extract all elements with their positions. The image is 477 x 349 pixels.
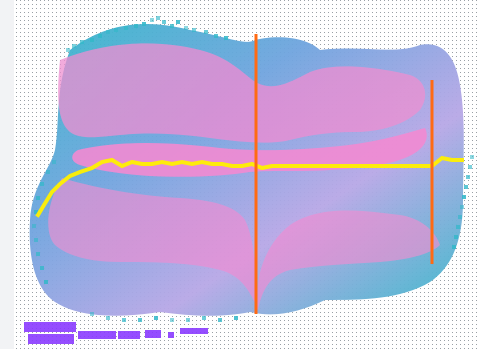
fringe-pixel — [464, 185, 468, 189]
fringe-pixel — [184, 26, 188, 30]
purple-segment — [145, 330, 161, 338]
fringe-pixel — [134, 24, 138, 28]
fringe-pixel — [176, 20, 180, 24]
purple-segment — [78, 331, 116, 339]
fringe-pixel — [44, 280, 48, 284]
fringe-pixel — [170, 24, 174, 28]
teal-fringe-pixels — [32, 16, 474, 322]
fringe-pixel — [66, 48, 70, 52]
fringe-pixel — [106, 30, 110, 34]
fringe-pixel — [114, 28, 118, 32]
purple-segment — [118, 331, 140, 339]
fringe-pixel — [462, 195, 466, 199]
fringe-pixel — [40, 182, 44, 186]
yellow-trace-line — [35, 155, 464, 218]
fringe-pixel — [142, 22, 146, 26]
fringe-pixel — [36, 196, 40, 200]
fringe-pixel — [460, 205, 464, 209]
fringe-pixel — [458, 215, 462, 219]
pink-region-lower — [48, 178, 440, 310]
purple-segment — [24, 322, 76, 332]
fringe-pixel — [204, 30, 208, 34]
fringe-pixel — [36, 252, 40, 256]
fringe-pixel — [214, 34, 218, 38]
purple-bottom-segments — [24, 322, 208, 344]
fringe-pixel — [72, 44, 76, 48]
fringe-pixel — [32, 224, 36, 228]
fringe-pixel — [456, 225, 460, 229]
fringe-pixel — [234, 316, 238, 320]
fringe-pixel — [154, 316, 158, 320]
purple-segment — [180, 328, 208, 334]
fringe-pixel — [218, 318, 222, 322]
fringe-pixel — [80, 40, 84, 44]
fringe-pixel — [90, 38, 94, 42]
fringe-pixel — [52, 160, 56, 164]
fringe-pixel — [124, 26, 128, 30]
fringe-pixel — [122, 318, 126, 322]
purple-segment — [28, 334, 74, 344]
fringe-pixel — [466, 175, 470, 179]
fringe-pixel — [40, 266, 44, 270]
fringe-pixel — [170, 318, 174, 322]
fringe-pixel — [150, 18, 154, 22]
fringe-pixel — [224, 36, 228, 40]
fringe-pixel — [468, 165, 472, 169]
fringe-pixel — [192, 28, 196, 32]
fringe-pixel — [90, 312, 94, 316]
fringe-pixel — [46, 170, 50, 174]
fringe-pixel — [186, 318, 190, 322]
fringe-pixel — [34, 210, 38, 214]
fringe-pixel — [98, 34, 102, 38]
fringe-pixel — [452, 245, 456, 249]
pink-region-upper — [58, 43, 426, 143]
fringe-pixel — [156, 16, 160, 20]
fringe-pixel — [162, 20, 166, 24]
left-margin-strip — [0, 0, 14, 349]
fringe-pixel — [454, 235, 458, 239]
fringe-pixel — [106, 316, 110, 320]
fringe-pixel — [138, 318, 142, 322]
fringe-pixel — [34, 238, 38, 242]
purple-segment — [168, 332, 174, 338]
fringe-pixel — [202, 316, 206, 320]
fringe-pixel — [470, 155, 474, 159]
